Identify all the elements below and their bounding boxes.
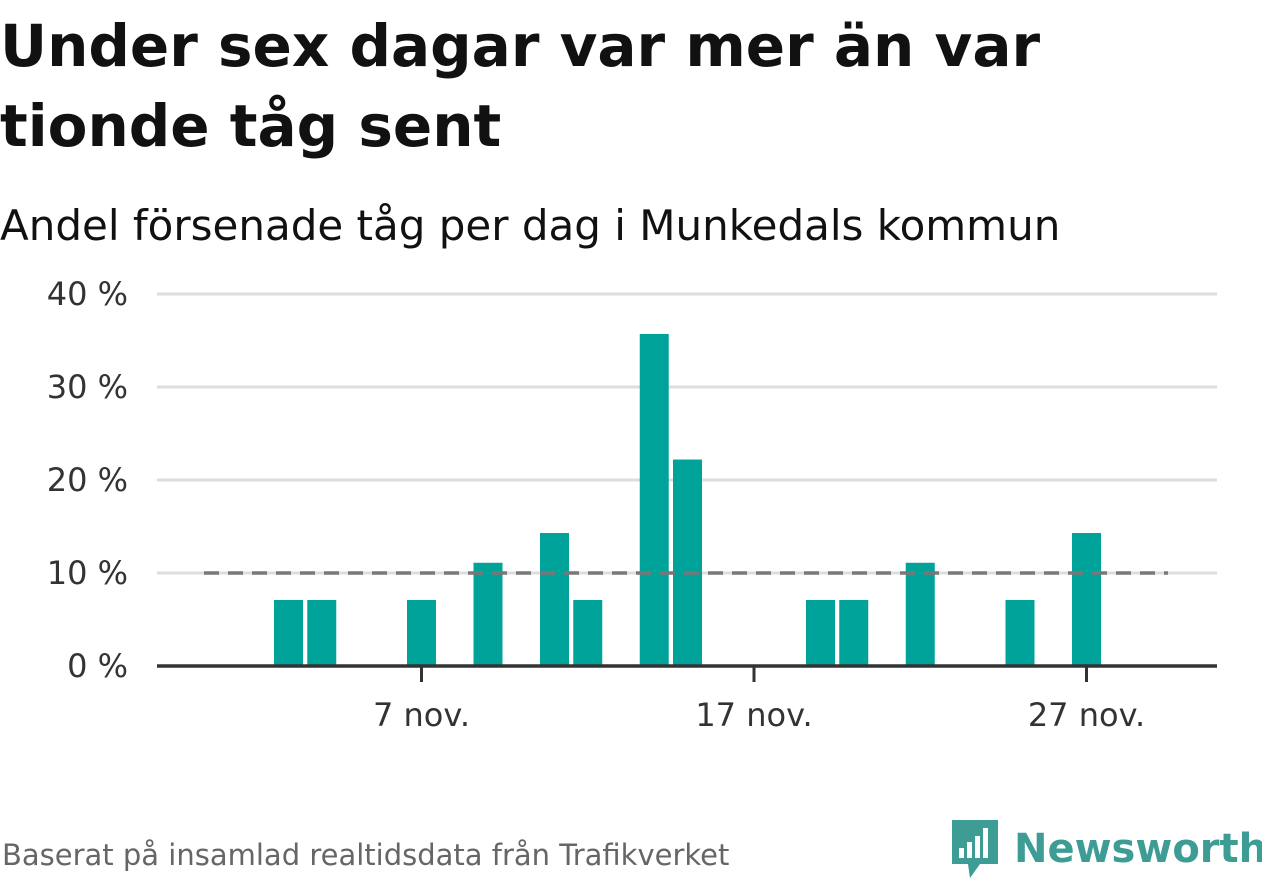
bar [839,599,869,666]
bar [639,333,669,666]
y-tick-label: 40 % [47,275,128,313]
y-tick-label: 0 % [67,647,128,685]
chart-subtitle: Andel försenade tåg per dag i Munkedals … [0,201,1061,250]
bar [307,599,337,666]
x-tick-label: 17 nov. [695,696,812,734]
bar [673,459,702,666]
x-tick-label: 27 nov. [1028,696,1145,734]
bar [274,599,303,666]
bar [1005,599,1035,666]
bar [806,599,835,666]
brand-logo: Newsworthy [950,818,1262,880]
bar [1072,533,1101,666]
bar [473,562,503,666]
bar [407,599,436,666]
bar [905,562,935,666]
bar [540,533,569,666]
source-note: Baserat på insamlad realtidsdata från Tr… [2,838,730,872]
x-tick-label: 7 nov. [373,696,470,734]
chart-title: Under sex dagar var mer än var tionde tå… [0,12,1041,160]
y-tick-label: 20 % [47,461,128,499]
bar-chart: 0 % 10 % 20 % 30 % 40 % 7 nov. 17 nov. 27 nov. [47,275,1217,734]
brand-name: Newsworthy [1014,826,1262,872]
y-tick-label: 30 % [47,368,128,406]
y-axis: 0 % 10 % 20 % 30 % 40 % [47,275,128,685]
bars [274,333,1101,666]
y-tick-label: 10 % [47,554,128,592]
newsworthy-logo-icon [952,820,998,878]
x-axis: 7 nov. 17 nov. 27 nov. [157,664,1217,734]
bar [573,599,603,666]
